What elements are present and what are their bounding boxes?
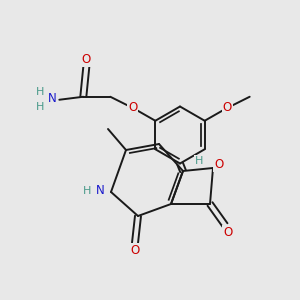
Text: H: H: [195, 156, 204, 166]
Text: O: O: [214, 158, 224, 172]
Text: H: H: [36, 102, 44, 112]
Text: O: O: [224, 226, 232, 239]
Text: H: H: [83, 185, 91, 196]
Text: O: O: [128, 101, 137, 114]
Text: N: N: [96, 184, 105, 197]
Text: O: O: [82, 53, 91, 66]
Text: N: N: [47, 92, 56, 105]
Text: O: O: [223, 101, 232, 114]
Text: O: O: [130, 244, 140, 257]
Text: H: H: [36, 87, 44, 97]
